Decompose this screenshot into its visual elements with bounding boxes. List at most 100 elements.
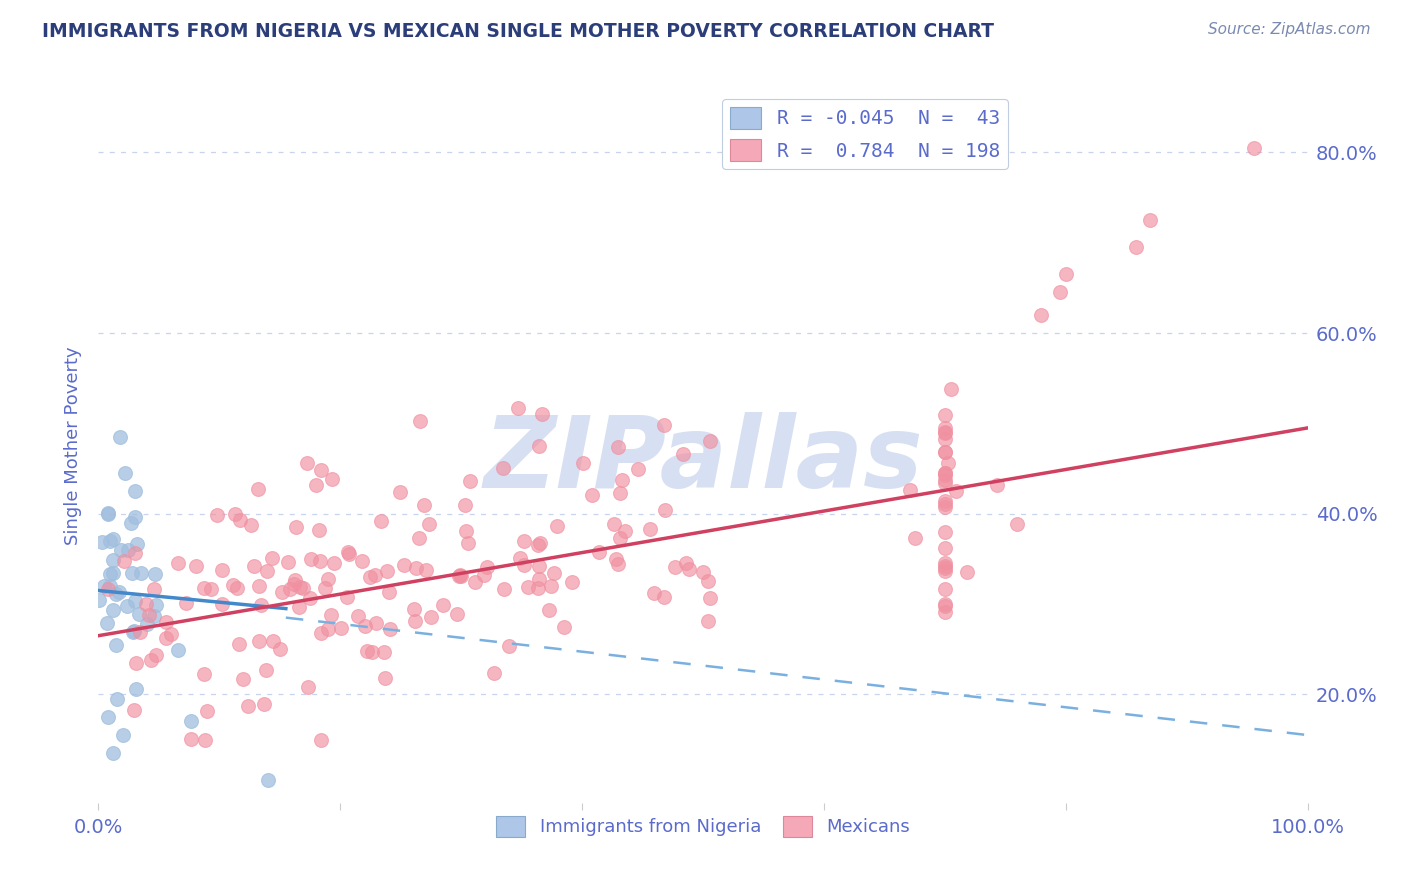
Point [160, 627, 183, 641]
Point [105, 639, 128, 653]
Point [572, 456, 595, 470]
Point [609, 531, 631, 545]
Point [125, 682, 148, 697]
Point [174, 596, 197, 610]
Point [278, 582, 301, 596]
Point [288, 580, 311, 594]
Point [464, 574, 486, 589]
Point [353, 618, 375, 632]
Point [98, 533, 121, 548]
Point [934, 432, 956, 446]
Point [139, 653, 162, 667]
Point [243, 559, 266, 574]
Point [517, 580, 540, 594]
Point [299, 552, 322, 566]
Point [207, 508, 229, 523]
Point [457, 536, 479, 550]
Point [934, 599, 956, 613]
Point [256, 773, 278, 788]
Point [121, 566, 143, 580]
Point [1031, 308, 1053, 322]
Point [936, 456, 959, 470]
Point [194, 732, 217, 747]
Point [321, 472, 343, 486]
Point [378, 622, 401, 636]
Point [117, 542, 139, 557]
Point [415, 563, 437, 577]
Point [986, 478, 1008, 492]
Point [553, 620, 575, 634]
Point [225, 581, 247, 595]
Point [543, 566, 565, 580]
Point [934, 409, 956, 423]
Point [110, 543, 132, 558]
Point [408, 531, 430, 545]
Point [527, 538, 550, 552]
Text: IMMIGRANTS FROM NIGERIA VS MEXICAN SINGLE MOTHER POVERTY CORRELATION CHART: IMMIGRANTS FROM NIGERIA VS MEXICAN SINGL… [42, 22, 994, 41]
Point [1139, 213, 1161, 227]
Point [224, 508, 246, 522]
Point [627, 462, 650, 476]
Point [506, 401, 529, 416]
Point [97, 506, 120, 520]
Point [111, 728, 134, 742]
Point [249, 598, 271, 612]
Point [311, 625, 333, 640]
Y-axis label: Single Mother Poverty: Single Mother Poverty [65, 347, 83, 545]
Point [229, 513, 252, 527]
Point [934, 420, 956, 434]
Point [97, 507, 120, 521]
Point [254, 663, 277, 677]
Point [404, 614, 426, 628]
Point [311, 732, 333, 747]
Point [309, 463, 332, 477]
Text: Source: ZipAtlas.com: Source: ZipAtlas.com [1208, 22, 1371, 37]
Point [114, 466, 136, 480]
Point [297, 456, 319, 470]
Point [472, 567, 495, 582]
Point [124, 484, 146, 499]
Point [672, 447, 695, 461]
Point [939, 383, 962, 397]
Point [526, 581, 548, 595]
Point [561, 575, 583, 590]
Point [105, 692, 128, 706]
Point [145, 648, 167, 662]
Point [1049, 285, 1071, 300]
Point [692, 565, 714, 579]
Point [197, 704, 219, 718]
Point [934, 556, 956, 570]
Point [652, 418, 675, 433]
Point [477, 560, 499, 574]
Point [934, 597, 956, 611]
Point [363, 568, 385, 582]
Point [322, 556, 344, 570]
Point [898, 483, 921, 498]
Point [664, 560, 686, 574]
Point [612, 473, 634, 487]
Point [262, 550, 284, 565]
Point [105, 587, 128, 601]
Point [454, 498, 477, 512]
Point [142, 609, 165, 624]
Point [96, 615, 118, 630]
Point [269, 641, 291, 656]
Point [270, 585, 292, 599]
Point [450, 569, 472, 583]
Point [101, 533, 124, 547]
Point [606, 441, 628, 455]
Point [180, 732, 202, 747]
Point [107, 585, 129, 599]
Point [239, 518, 262, 533]
Point [193, 667, 215, 681]
Point [120, 516, 142, 530]
Point [374, 671, 396, 685]
Point [408, 414, 430, 428]
Point [529, 535, 551, 549]
Point [418, 516, 440, 531]
Point [247, 483, 270, 497]
Point [614, 524, 637, 539]
Point [934, 425, 956, 440]
Point [449, 567, 471, 582]
Point [934, 466, 956, 480]
